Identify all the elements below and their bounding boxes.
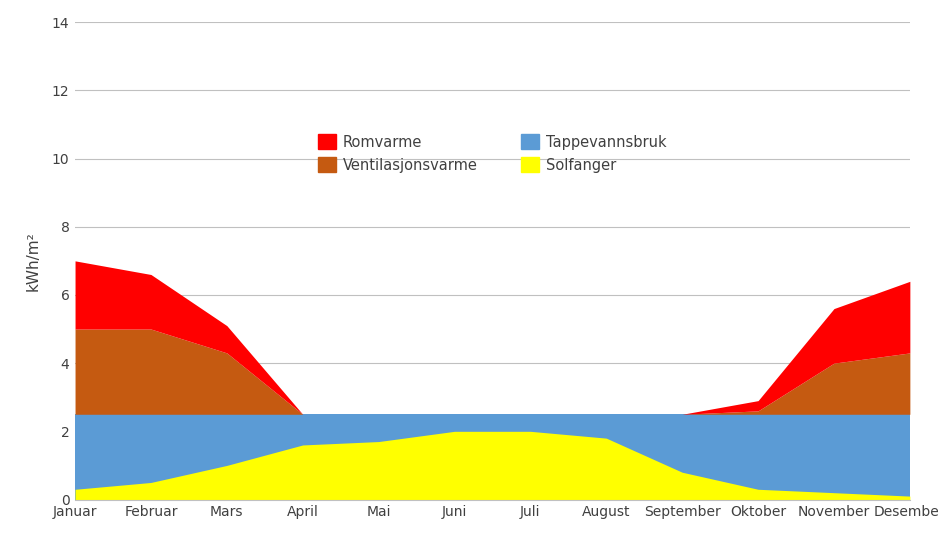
- Y-axis label: kWh/m²: kWh/m²: [25, 231, 40, 291]
- Legend: Romvarme, Ventilasjonsvarme, Tappevannsbruk, Solfanger: Romvarme, Ventilasjonsvarme, Tappevannsb…: [318, 134, 667, 173]
